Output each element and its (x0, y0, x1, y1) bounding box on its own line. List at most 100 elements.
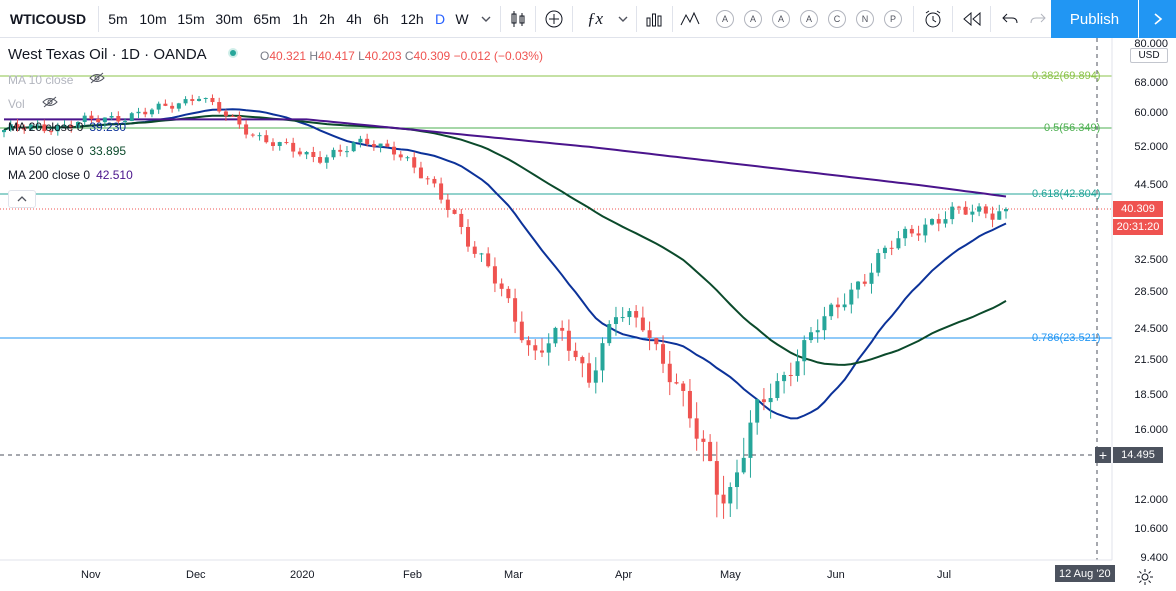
candle-body (62, 124, 67, 126)
ma50-label: MA 50 close 0 (8, 144, 84, 158)
candle-body (620, 317, 625, 319)
indicators-chevron-down-icon[interactable] (613, 0, 633, 38)
top-toolbar: WTICOUSD 5m 10m 15m 30m 65m 1h 2h 4h 6h … (0, 0, 1176, 38)
price-tick-68: 68.000 (1134, 77, 1168, 89)
close-key: C (404, 49, 414, 63)
candle-body (560, 327, 565, 331)
ohlc-readout: O40.321 H40.417 L40.203 C40.309 −0.012 (… (260, 49, 543, 63)
tf-30m[interactable]: 30m (215, 11, 243, 27)
date-label-nov: Nov (81, 569, 101, 581)
add-alert-plus-icon[interactable]: + (1095, 447, 1111, 463)
publish-button[interactable]: Publish (1051, 0, 1138, 38)
compare-plus-icon[interactable] (541, 0, 567, 38)
candle-body (647, 330, 652, 339)
drawing-p-button[interactable]: P (881, 0, 905, 38)
toolbar-divider (672, 6, 673, 32)
candle-body (977, 206, 982, 212)
candles-chart-type-icon[interactable] (505, 0, 531, 38)
indicators-fx-icon[interactable]: ƒx (586, 9, 604, 28)
candle-body (197, 98, 202, 101)
drawing-a1-button[interactable]: A (713, 0, 737, 38)
candle-body (432, 178, 437, 184)
candle-body (876, 253, 881, 273)
tf-12h[interactable]: 12h (400, 11, 424, 27)
tf-w[interactable]: W (455, 11, 469, 27)
candle-body (466, 226, 471, 247)
candle-body (613, 317, 618, 324)
candle-body (15, 124, 20, 128)
crosshair (0, 38, 1112, 560)
ma50-legend[interactable]: MA 50 close 0 33.895 (8, 144, 126, 158)
ma200-value: 42.510 (96, 168, 133, 182)
hidden-eye-icon[interactable] (42, 96, 58, 111)
toolbar-divider (500, 6, 501, 32)
toolbar-divider (535, 6, 536, 32)
low-value: 40.203 (364, 49, 402, 63)
tf-1h[interactable]: 1h (292, 11, 308, 27)
price-chart[interactable] (0, 38, 1176, 591)
symbol-legend-title[interactable]: West Texas Oil · 1D · OANDA (8, 46, 207, 63)
market-open-dot-icon (227, 47, 239, 62)
timeframe-chevron-down-icon[interactable] (476, 0, 496, 38)
drawing-a4-button[interactable]: A (797, 0, 821, 38)
tf-10m[interactable]: 10m (139, 11, 167, 27)
drawing-n-button[interactable]: N (853, 0, 877, 38)
symbol-search[interactable]: WTICOUSD (9, 11, 87, 27)
publish-expand-icon[interactable] (1139, 0, 1176, 38)
candle-body (580, 357, 585, 364)
candle-body (573, 350, 578, 358)
financials-bars-icon[interactable] (641, 0, 667, 38)
candle-body (472, 246, 477, 254)
candle-body (170, 105, 175, 109)
drawing-a3-button[interactable]: A (769, 0, 793, 38)
candle-body (735, 472, 740, 488)
candle-body (970, 211, 975, 215)
price-tick-21-5: 21.500 (1134, 354, 1168, 366)
candle-body (661, 344, 666, 364)
candle-body (889, 247, 894, 249)
candle-body (250, 134, 255, 136)
drawing-p-label: P (884, 10, 902, 28)
tf-6h[interactable]: 6h (373, 11, 389, 27)
collapse-legend-button[interactable] (8, 190, 36, 208)
candle-body (499, 283, 504, 289)
tf-2h[interactable]: 2h (319, 11, 335, 27)
toolbar-divider (952, 6, 953, 32)
chart-settings-gear-icon[interactable] (1136, 568, 1154, 586)
volume-label: Vol (8, 97, 25, 111)
tf-4h[interactable]: 4h (346, 11, 362, 27)
currency-label[interactable]: USD (1130, 48, 1168, 63)
crosshair-date-tag: 12 Aug '20 (1055, 565, 1115, 582)
candle-body (681, 383, 686, 391)
tf-15m[interactable]: 15m (177, 11, 205, 27)
tf-d[interactable]: D (434, 11, 446, 27)
candle-body (627, 311, 632, 318)
crosshair-price-tag: 14.495 (1113, 447, 1163, 463)
tf-65m[interactable]: 65m (253, 11, 281, 27)
drawing-pattern-icon[interactable] (677, 0, 703, 38)
candle-body (862, 281, 867, 284)
ma200-legend[interactable]: MA 200 close 0 42.510 (8, 168, 133, 182)
bar-replay-rewind-icon[interactable] (958, 0, 986, 38)
ma10-legend[interactable]: MA 10 close (8, 72, 105, 87)
candle-body (392, 146, 397, 155)
candle-body (728, 487, 733, 504)
candle-body (882, 247, 887, 254)
change-value: −0.012 (−0.03%) (453, 49, 543, 63)
alert-clock-icon[interactable] (919, 0, 947, 38)
candle-body (331, 149, 336, 158)
tf-5m[interactable]: 5m (108, 11, 128, 27)
drawing-a2-button[interactable]: A (741, 0, 765, 38)
volume-legend[interactable]: Vol (8, 96, 58, 111)
undo-icon[interactable] (996, 0, 1024, 38)
date-label-2020: 2020 (290, 569, 315, 581)
candle-body (297, 151, 302, 155)
hidden-eye-icon[interactable] (89, 72, 105, 87)
drawing-c-button[interactable]: C (825, 0, 849, 38)
candle-body (916, 233, 921, 236)
candle-body (8, 124, 13, 130)
ma20-legend[interactable]: MA 20 close 0 39.230 (8, 120, 126, 134)
date-label-may: May (720, 569, 741, 581)
redo-icon[interactable] (1025, 0, 1051, 38)
candle-body (667, 363, 672, 383)
